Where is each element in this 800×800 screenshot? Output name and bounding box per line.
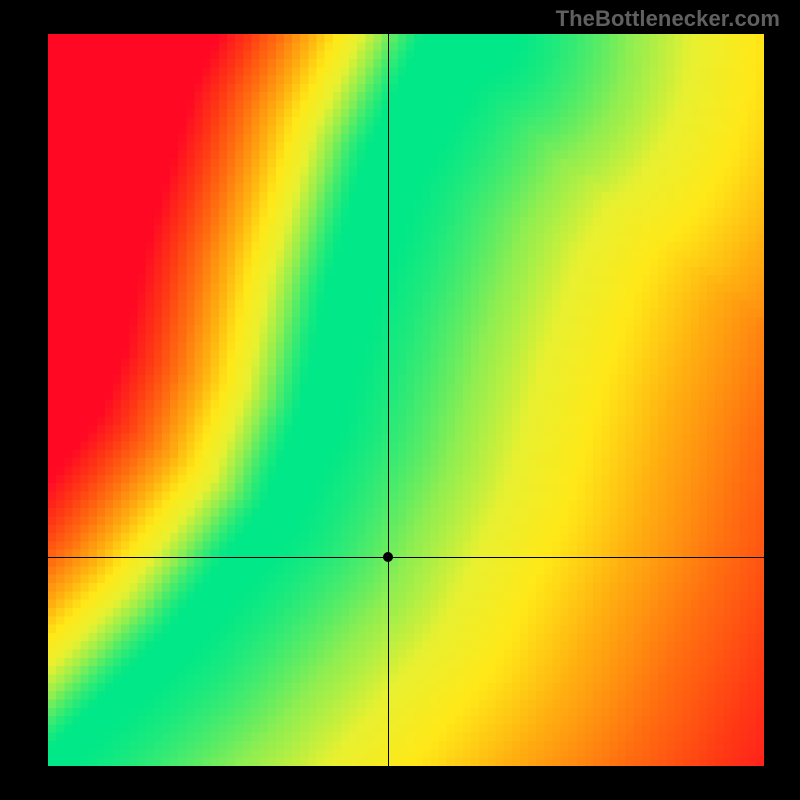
crosshair-vertical bbox=[388, 34, 389, 766]
heatmap-canvas bbox=[48, 34, 764, 766]
watermark-text: TheBottlenecker.com bbox=[556, 6, 780, 32]
crosshair-horizontal bbox=[48, 557, 764, 558]
chart-container: TheBottlenecker.com bbox=[0, 0, 800, 800]
heatmap-plot-area bbox=[48, 34, 764, 766]
